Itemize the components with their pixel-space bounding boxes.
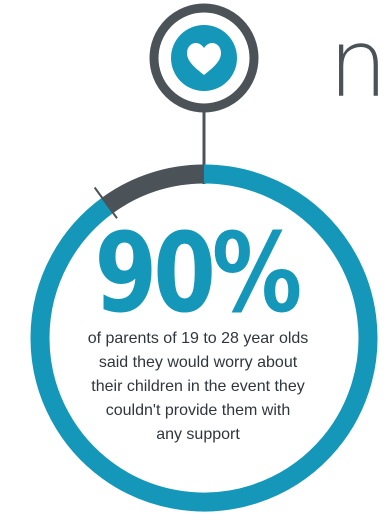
stat-caption: of parents of 19 to 28 year olds said th… <box>40 327 356 447</box>
caption-line: any support <box>156 426 240 443</box>
ring-remaining-segment <box>102 164 205 214</box>
partial-title: n <box>328 10 388 119</box>
heart-icon <box>187 43 221 75</box>
caption-line: said they would worry about <box>98 354 298 371</box>
caption-line: of parents of 19 to 28 year olds <box>87 330 309 347</box>
ring-progress-segment <box>30 164 378 512</box>
caption-line: couldn't provide them with <box>105 402 291 419</box>
big-stat-value: 90% <box>94 209 303 337</box>
caption-line: their children in the event they <box>91 378 305 395</box>
ring-tick-mark <box>93 186 118 219</box>
